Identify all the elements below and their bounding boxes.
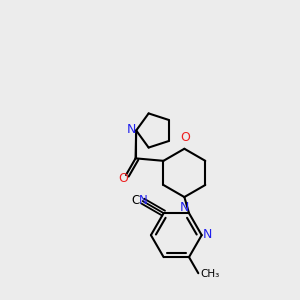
Text: O: O — [181, 131, 190, 144]
Text: CH₃: CH₃ — [201, 269, 220, 279]
Text: N: N — [127, 123, 136, 136]
Text: N: N — [180, 201, 189, 214]
Text: N: N — [202, 228, 212, 241]
Text: N: N — [139, 194, 148, 207]
Text: O: O — [118, 172, 128, 185]
Text: C: C — [131, 194, 140, 207]
